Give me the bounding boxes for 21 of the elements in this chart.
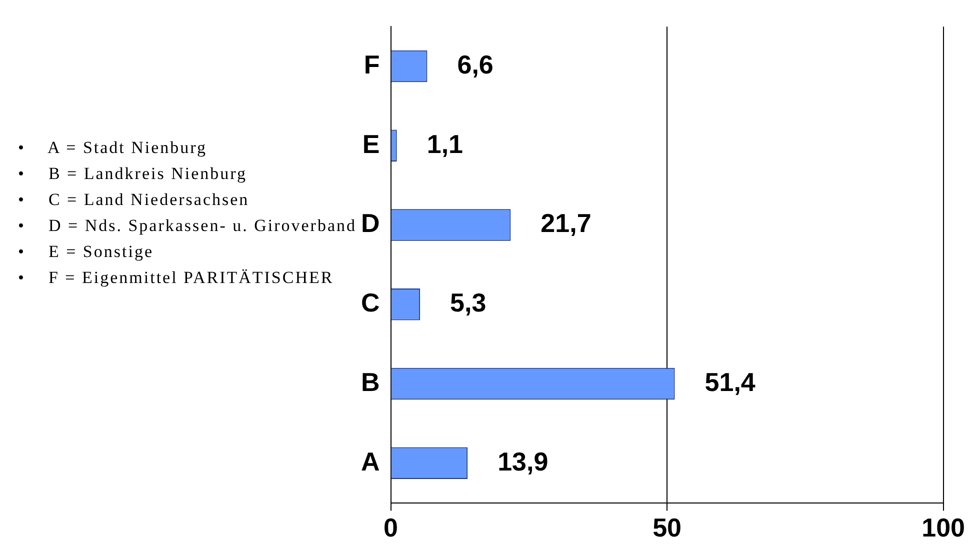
data-label: 6,6 xyxy=(457,49,494,80)
y-tick-label: E xyxy=(362,128,380,159)
data-label: 5,3 xyxy=(450,288,486,318)
y-tick-label: F xyxy=(364,49,380,80)
text: • B = Landkreis Nienburg xyxy=(18,164,248,184)
text: • F = Eigenmittel PARITÄTISCHER xyxy=(18,268,335,288)
data-label: 21,7 xyxy=(540,208,592,238)
y-tick-label: B xyxy=(360,366,380,397)
y-tick-label: D xyxy=(360,208,380,238)
data-label: 1,1 xyxy=(426,128,464,159)
text: • E = Sonstige xyxy=(18,242,154,262)
x-tick-label: 0 xyxy=(384,512,398,543)
text: • C = Land Niedersachsen xyxy=(18,190,250,210)
x-tick-label: 50 xyxy=(652,512,682,543)
y-tick-label: C xyxy=(360,288,380,318)
data-label: 51,4 xyxy=(704,366,756,397)
data-label: 13,9 xyxy=(498,446,548,476)
text: • A = Stadt Nienburg xyxy=(18,138,208,157)
y-tick-label: A xyxy=(360,446,380,476)
x-tick-label: 100 xyxy=(922,512,966,543)
text: • D = Nds. Sparkassen- u. Giroverband xyxy=(18,216,357,235)
